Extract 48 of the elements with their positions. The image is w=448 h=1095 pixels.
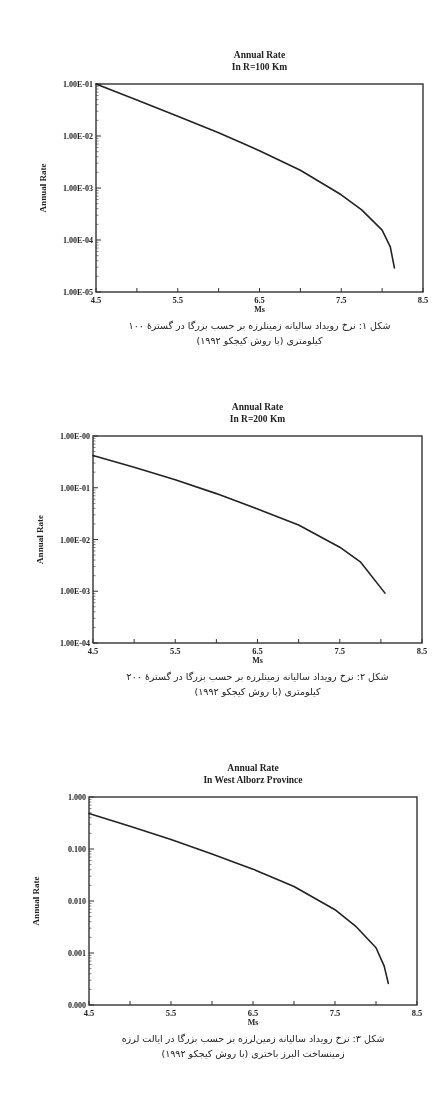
y-tick-label: 1.00E-01 xyxy=(63,80,93,89)
y-tick-label: 0.100 xyxy=(68,845,86,854)
x-tick-label: 5.5 xyxy=(165,1008,177,1018)
text: شکل ۳: نرخ رویداد سالیانه زمین‌لرزه بر حسب بزرگا در ایالت لرزه زمینساخت البرز باختری (با روش کیجکو ۱۹۹۲) xyxy=(120,1032,386,1061)
x-axis-title: Ms xyxy=(247,1018,259,1027)
x-tick-label: 8.5 xyxy=(411,1008,423,1018)
line-series xyxy=(95,83,396,269)
y-tick-label: 0.010 xyxy=(68,897,86,906)
y-tick-label: 1.00E-00 xyxy=(60,432,90,441)
x-tick-label: 8.5 xyxy=(417,295,429,305)
chart-subtitle: In R=100 Km xyxy=(231,62,288,72)
y-axis-title: Annual Rate xyxy=(31,876,41,926)
x-axis-title: Ms xyxy=(252,656,263,665)
x-tick-label: 4.5 xyxy=(83,1008,95,1018)
x-tick-label: 6.5 xyxy=(247,1008,259,1018)
chart-subtitle: In R=200 Km xyxy=(229,414,286,424)
x-axis-title: Ms xyxy=(254,305,265,314)
x-tick-label: 4.5 xyxy=(87,646,99,656)
y-tick-label: 0.000 xyxy=(68,1001,86,1010)
text: شکل ۲: نرخ رویداد سالیانه زمینلرزه بر حسب بزرگا در گسترهٔ ۲۰۰ کیلومتری (با روش کیجکو ۱۹۹۲) xyxy=(125,670,390,699)
text: شکل ۱: نرخ رویداد سالیانه زمینلرزه بر حسب بزرگا در گسترهٔ ۱۰۰ کیلومتری (با روش کیجکو ۱۹۹۲) xyxy=(127,319,392,348)
x-tick-label: 7.5 xyxy=(334,646,346,656)
y-tick-label: 1.000 xyxy=(68,793,86,802)
chart-subtitle: In West Alborz Province xyxy=(203,775,303,785)
x-tick-label: 6.5 xyxy=(254,295,265,305)
y-axis-title: Annual Rate xyxy=(35,515,45,564)
x-tick-label: 7.5 xyxy=(335,295,347,305)
chart-title: Annual Rate xyxy=(233,50,286,60)
y-axis-title: Annual Rate xyxy=(38,163,48,213)
line-series xyxy=(88,812,390,985)
x-tick-label: 8.5 xyxy=(416,646,428,656)
y-tick-label: 0.001 xyxy=(68,949,86,958)
y-tick-label: 1.00E-03 xyxy=(63,184,93,193)
y-tick-label: 1.00E-02 xyxy=(63,132,93,141)
y-tick-label: 1.00E-03 xyxy=(60,587,90,597)
x-tick-label: 6.5 xyxy=(252,646,263,656)
x-tick-label: 5.5 xyxy=(169,646,181,656)
y-tick-label: 1.00E-04 xyxy=(63,236,93,245)
chart-title: Annual Rate xyxy=(231,402,284,412)
y-tick-label: 1.00E-01 xyxy=(60,483,90,493)
y-tick-label: 1.00E-05 xyxy=(63,288,93,297)
y-tick-label: 1.00E-04 xyxy=(60,639,90,648)
y-tick-label: 1.00E-02 xyxy=(60,535,90,545)
x-tick-label: 4.5 xyxy=(90,295,102,305)
x-tick-label: 7.5 xyxy=(329,1008,341,1018)
x-tick-label: 5.5 xyxy=(172,295,184,305)
line-series xyxy=(92,454,386,594)
chart-title: Annual Rate xyxy=(227,763,279,773)
